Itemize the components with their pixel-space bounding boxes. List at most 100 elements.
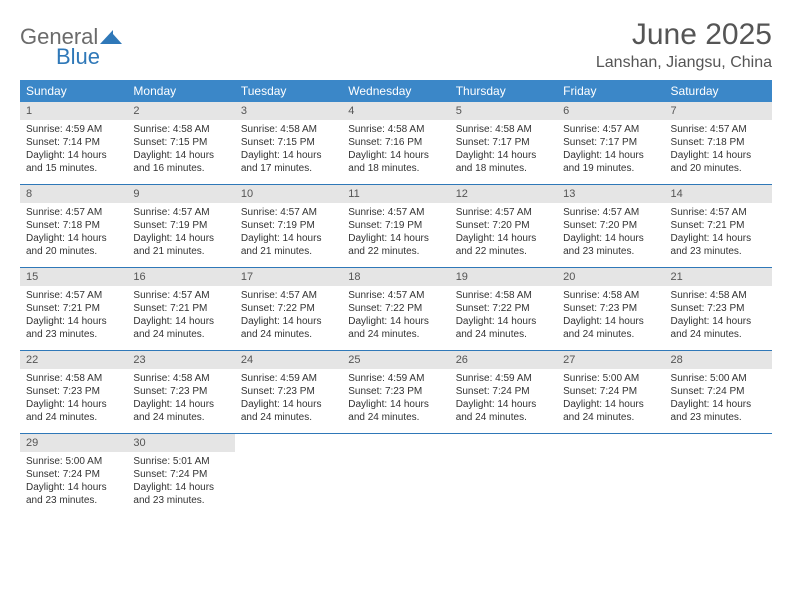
day-body: Sunrise: 4:58 AMSunset: 7:16 PMDaylight:… [342,120,449,181]
day-cell: 7Sunrise: 4:57 AMSunset: 7:18 PMDaylight… [665,102,772,184]
week-row: 22Sunrise: 4:58 AMSunset: 7:23 PMDayligh… [20,351,772,434]
day-body: Sunrise: 4:57 AMSunset: 7:18 PMDaylight:… [20,203,127,264]
sunset-line: Sunset: 7:16 PM [348,136,443,149]
day-body: Sunrise: 4:58 AMSunset: 7:15 PMDaylight:… [127,120,234,181]
month-title: June 2025 [596,18,772,52]
day-cell: 28Sunrise: 5:00 AMSunset: 7:24 PMDayligh… [665,351,772,433]
day-cell: 8Sunrise: 4:57 AMSunset: 7:18 PMDaylight… [20,185,127,267]
sunset-line: Sunset: 7:20 PM [563,219,658,232]
day-cell: 10Sunrise: 4:57 AMSunset: 7:19 PMDayligh… [235,185,342,267]
daylight-line: Daylight: 14 hours and 23 minutes. [671,398,766,424]
sunrise-line: Sunrise: 4:59 AM [26,123,121,136]
sunset-line: Sunset: 7:14 PM [26,136,121,149]
daylight-line: Daylight: 14 hours and 24 minutes. [456,398,551,424]
day-body: Sunrise: 4:59 AMSunset: 7:24 PMDaylight:… [450,369,557,430]
sunset-line: Sunset: 7:23 PM [133,385,228,398]
day-body: Sunrise: 5:01 AMSunset: 7:24 PMDaylight:… [127,452,234,513]
day-number: 22 [20,351,127,369]
day-cell: 29Sunrise: 5:00 AMSunset: 7:24 PMDayligh… [20,434,127,516]
day-body: Sunrise: 4:57 AMSunset: 7:19 PMDaylight:… [127,203,234,264]
day-number: 9 [127,185,234,203]
week-row: 8Sunrise: 4:57 AMSunset: 7:18 PMDaylight… [20,185,772,268]
day-number: 28 [665,351,772,369]
daylight-line: Daylight: 14 hours and 24 minutes. [133,315,228,341]
day-cell: 24Sunrise: 4:59 AMSunset: 7:23 PMDayligh… [235,351,342,433]
day-number: 6 [557,102,664,120]
weekday-thursday: Thursday [450,80,557,102]
day-cell: 1Sunrise: 4:59 AMSunset: 7:14 PMDaylight… [20,102,127,184]
day-body: Sunrise: 4:59 AMSunset: 7:14 PMDaylight:… [20,120,127,181]
day-cell: 5Sunrise: 4:58 AMSunset: 7:17 PMDaylight… [450,102,557,184]
daylight-line: Daylight: 14 hours and 24 minutes. [348,315,443,341]
weekday-friday: Friday [557,80,664,102]
day-number: 27 [557,351,664,369]
daylight-line: Daylight: 14 hours and 21 minutes. [133,232,228,258]
sunrise-line: Sunrise: 4:57 AM [671,206,766,219]
day-number: 10 [235,185,342,203]
sunset-line: Sunset: 7:20 PM [456,219,551,232]
day-body: Sunrise: 4:57 AMSunset: 7:20 PMDaylight:… [557,203,664,264]
day-body: Sunrise: 4:59 AMSunset: 7:23 PMDaylight:… [235,369,342,430]
sunset-line: Sunset: 7:18 PM [26,219,121,232]
location-text: Lanshan, Jiangsu, China [596,54,772,72]
day-cell: 26Sunrise: 4:59 AMSunset: 7:24 PMDayligh… [450,351,557,433]
day-cell: 3Sunrise: 4:58 AMSunset: 7:15 PMDaylight… [235,102,342,184]
sunset-line: Sunset: 7:17 PM [563,136,658,149]
day-body: Sunrise: 4:57 AMSunset: 7:22 PMDaylight:… [342,286,449,347]
daylight-line: Daylight: 14 hours and 23 minutes. [563,232,658,258]
empty-cell [665,434,772,516]
daylight-line: Daylight: 14 hours and 24 minutes. [133,398,228,424]
daylight-line: Daylight: 14 hours and 24 minutes. [563,315,658,341]
day-body: Sunrise: 5:00 AMSunset: 7:24 PMDaylight:… [665,369,772,430]
sunrise-line: Sunrise: 5:00 AM [563,372,658,385]
day-cell: 19Sunrise: 4:58 AMSunset: 7:22 PMDayligh… [450,268,557,350]
day-number: 11 [342,185,449,203]
sunset-line: Sunset: 7:22 PM [456,302,551,315]
day-body: Sunrise: 4:57 AMSunset: 7:21 PMDaylight:… [20,286,127,347]
day-body: Sunrise: 4:57 AMSunset: 7:17 PMDaylight:… [557,120,664,181]
sunrise-line: Sunrise: 4:57 AM [133,289,228,302]
logo: GeneralBlue [20,24,126,70]
calendar-grid: SundayMondayTuesdayWednesdayThursdayFrid… [20,80,772,516]
sunrise-line: Sunrise: 5:00 AM [26,455,121,468]
sunrise-line: Sunrise: 4:58 AM [241,123,336,136]
day-cell: 15Sunrise: 4:57 AMSunset: 7:21 PMDayligh… [20,268,127,350]
sunrise-line: Sunrise: 5:00 AM [671,372,766,385]
daylight-line: Daylight: 14 hours and 24 minutes. [563,398,658,424]
day-body: Sunrise: 4:58 AMSunset: 7:23 PMDaylight:… [665,286,772,347]
daylight-line: Daylight: 14 hours and 24 minutes. [241,315,336,341]
sunset-line: Sunset: 7:18 PM [671,136,766,149]
sunset-line: Sunset: 7:21 PM [671,219,766,232]
day-cell: 22Sunrise: 4:58 AMSunset: 7:23 PMDayligh… [20,351,127,433]
day-cell: 14Sunrise: 4:57 AMSunset: 7:21 PMDayligh… [665,185,772,267]
sunrise-line: Sunrise: 4:58 AM [456,123,551,136]
sunset-line: Sunset: 7:24 PM [133,468,228,481]
day-cell: 23Sunrise: 4:58 AMSunset: 7:23 PMDayligh… [127,351,234,433]
day-body: Sunrise: 4:57 AMSunset: 7:22 PMDaylight:… [235,286,342,347]
week-row: 15Sunrise: 4:57 AMSunset: 7:21 PMDayligh… [20,268,772,351]
logo-triangle-icon [100,29,126,50]
day-number: 16 [127,268,234,286]
day-cell: 4Sunrise: 4:58 AMSunset: 7:16 PMDaylight… [342,102,449,184]
daylight-line: Daylight: 14 hours and 22 minutes. [456,232,551,258]
week-row: 29Sunrise: 5:00 AMSunset: 7:24 PMDayligh… [20,434,772,516]
daylight-line: Daylight: 14 hours and 23 minutes. [671,232,766,258]
sunrise-line: Sunrise: 4:57 AM [671,123,766,136]
sunrise-line: Sunrise: 4:59 AM [456,372,551,385]
sunrise-line: Sunrise: 4:58 AM [133,123,228,136]
sunrise-line: Sunrise: 4:59 AM [241,372,336,385]
sunset-line: Sunset: 7:15 PM [241,136,336,149]
day-body: Sunrise: 4:58 AMSunset: 7:22 PMDaylight:… [450,286,557,347]
daylight-line: Daylight: 14 hours and 15 minutes. [26,149,121,175]
day-cell: 27Sunrise: 5:00 AMSunset: 7:24 PMDayligh… [557,351,664,433]
sunrise-line: Sunrise: 5:01 AM [133,455,228,468]
sunrise-line: Sunrise: 4:57 AM [241,206,336,219]
sunset-line: Sunset: 7:15 PM [133,136,228,149]
sunrise-line: Sunrise: 4:58 AM [671,289,766,302]
daylight-line: Daylight: 14 hours and 24 minutes. [26,398,121,424]
day-number: 23 [127,351,234,369]
daylight-line: Daylight: 14 hours and 23 minutes. [133,481,228,507]
day-cell: 12Sunrise: 4:57 AMSunset: 7:20 PMDayligh… [450,185,557,267]
day-cell: 9Sunrise: 4:57 AMSunset: 7:19 PMDaylight… [127,185,234,267]
day-cell: 2Sunrise: 4:58 AMSunset: 7:15 PMDaylight… [127,102,234,184]
